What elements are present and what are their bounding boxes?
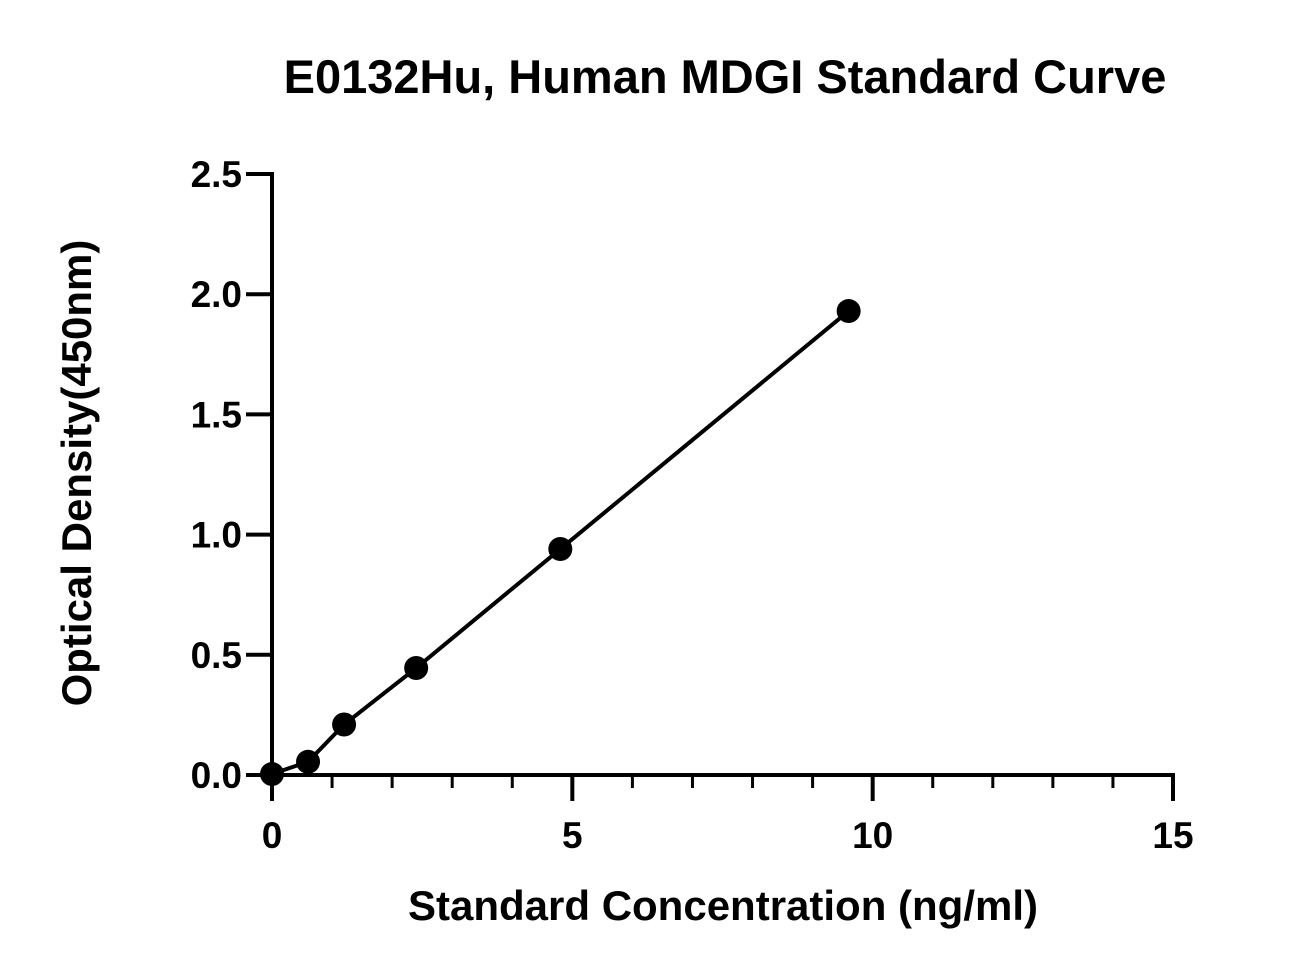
plot-area — [260, 299, 861, 787]
data-point — [260, 762, 284, 787]
y-tick-label: 2.0 — [191, 274, 242, 315]
x-tick-label: 10 — [852, 815, 893, 856]
y-axis-label: Optical Density(450nm) — [53, 240, 100, 707]
y-tick-label: 0.5 — [191, 635, 242, 676]
y-tick-label: 1.5 — [191, 394, 242, 435]
y-tick-label: 2.5 — [191, 154, 242, 195]
x-tick-label: 0 — [262, 815, 283, 856]
data-point — [332, 712, 357, 737]
chart-title: E0132Hu, Human MDGI Standard Curve — [284, 50, 1167, 103]
x-tick-label: 15 — [1152, 815, 1193, 856]
x-axis-label: Standard Concentration (ng/ml) — [408, 882, 1038, 929]
x-tick-label: 5 — [562, 815, 583, 856]
data-point — [836, 299, 861, 324]
data-point — [404, 656, 429, 681]
y-tick-label: 0.0 — [191, 755, 242, 796]
y-tick-label: 1.0 — [191, 515, 242, 556]
y-axis: 0.0 0.5 1.0 1.5 2.0 2.5 — [191, 154, 274, 796]
data-point — [296, 749, 321, 774]
x-axis: 0 5 10 15 — [262, 773, 1194, 856]
data-point — [548, 537, 573, 562]
